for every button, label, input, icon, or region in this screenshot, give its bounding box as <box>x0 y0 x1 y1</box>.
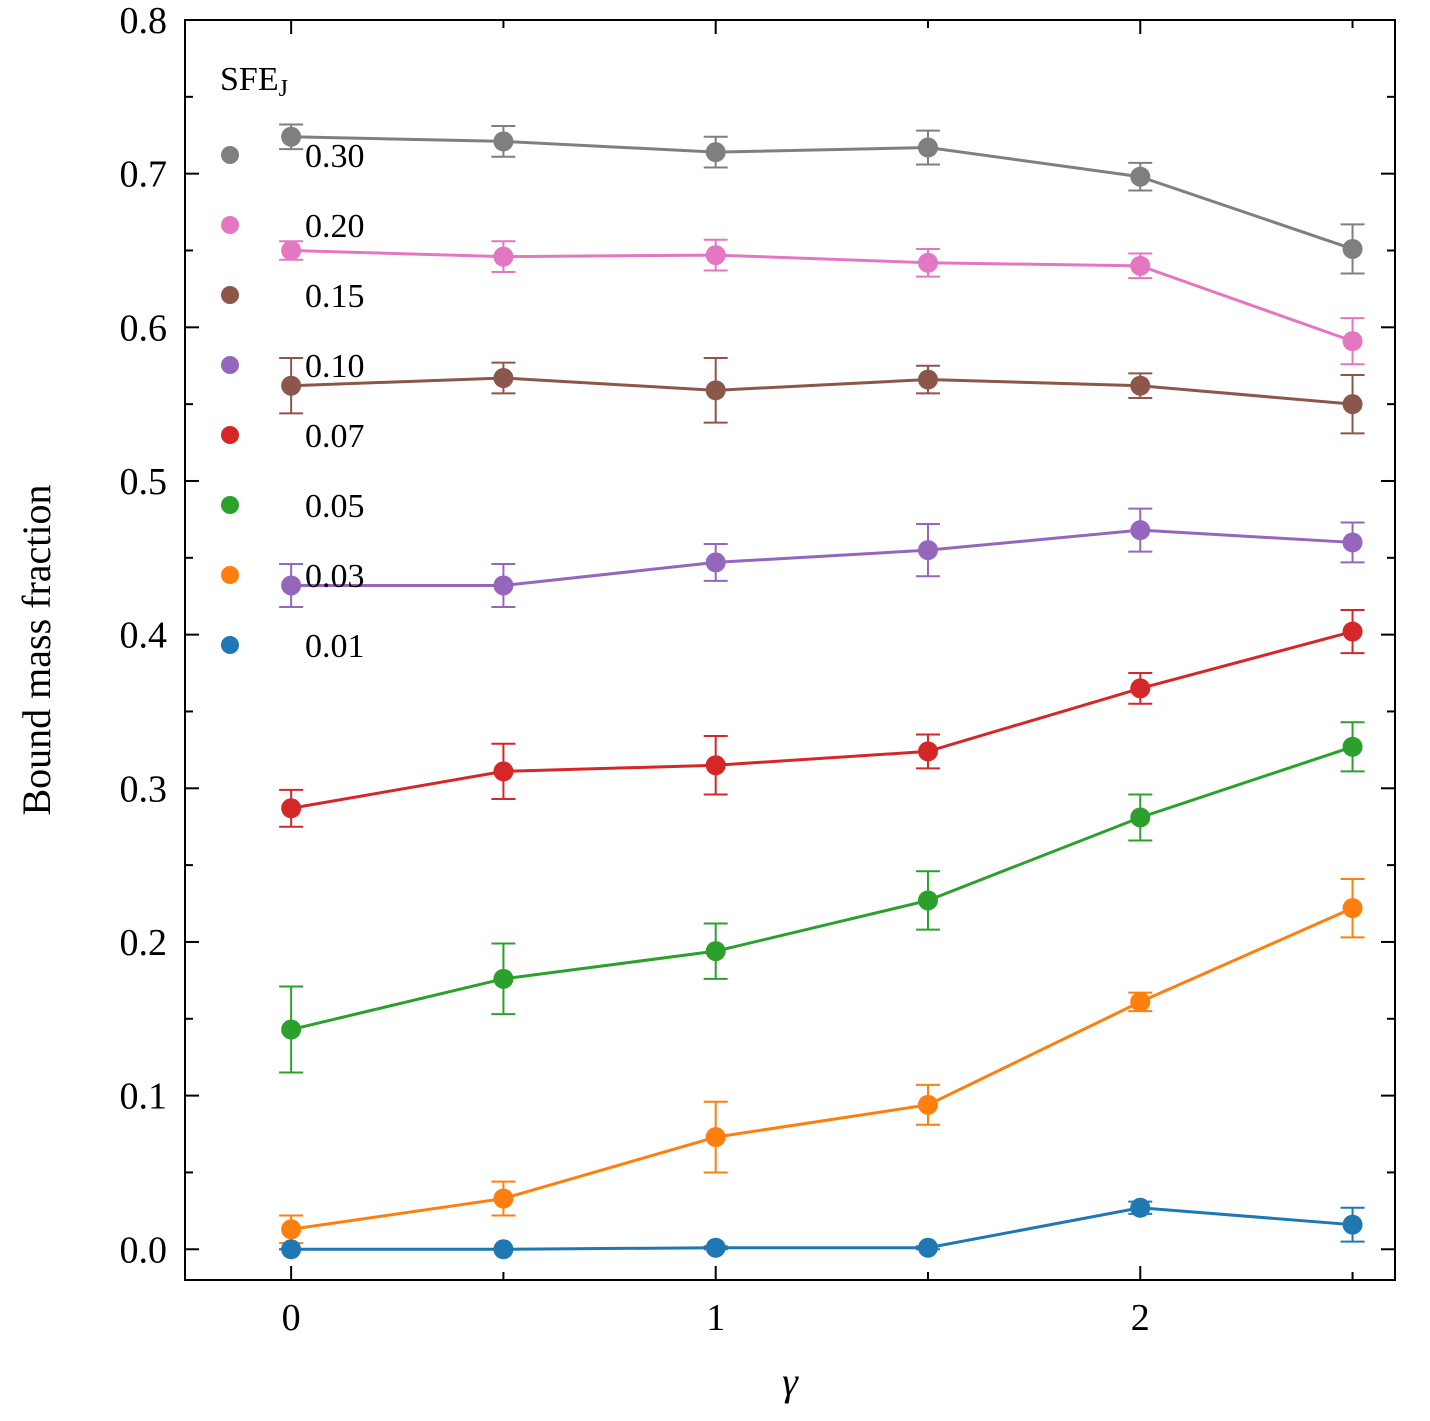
y-axis-label: Bound mass fraction <box>14 484 59 815</box>
data-point <box>1343 1215 1363 1235</box>
data-point <box>1343 737 1363 757</box>
legend-marker <box>221 216 239 234</box>
data-point <box>918 741 938 761</box>
data-point <box>706 142 726 162</box>
legend-item-label: 0.30 <box>305 138 365 175</box>
data-point <box>706 755 726 775</box>
data-point <box>493 1239 513 1259</box>
data-point <box>1343 532 1363 552</box>
data-point <box>493 247 513 267</box>
data-point <box>1130 1198 1150 1218</box>
data-point <box>281 240 301 260</box>
data-point <box>1130 167 1150 187</box>
xtick-label: 0 <box>282 1297 301 1339</box>
ytick-label: 0.1 <box>120 1076 168 1118</box>
data-point <box>706 941 726 961</box>
legend-item-label: 0.10 <box>305 348 365 385</box>
data-point <box>706 245 726 265</box>
data-point <box>918 138 938 158</box>
data-point <box>706 380 726 400</box>
x-axis-label: γ <box>782 1359 799 1404</box>
data-point <box>281 1020 301 1040</box>
legend-item-label: 0.15 <box>305 278 365 315</box>
data-point <box>281 798 301 818</box>
data-point <box>1343 331 1363 351</box>
data-point <box>281 1219 301 1239</box>
ytick-label: 0.5 <box>120 461 168 503</box>
ytick-label: 0.4 <box>120 615 168 657</box>
data-point <box>1343 394 1363 414</box>
data-point <box>918 890 938 910</box>
data-point <box>1343 622 1363 642</box>
data-point <box>281 127 301 147</box>
data-point <box>493 575 513 595</box>
legend-marker <box>221 356 239 374</box>
data-point <box>493 969 513 989</box>
data-point <box>493 1189 513 1209</box>
legend-item-label: 0.05 <box>305 488 365 525</box>
ytick-label: 0.7 <box>120 154 168 196</box>
xtick-label: 1 <box>706 1297 725 1339</box>
data-point <box>706 1238 726 1258</box>
data-point <box>1130 520 1150 540</box>
data-point <box>281 1239 301 1259</box>
data-point <box>493 761 513 781</box>
ytick-label: 0.3 <box>120 768 168 810</box>
data-point <box>1130 678 1150 698</box>
ytick-label: 0.2 <box>120 922 168 964</box>
data-point <box>918 1238 938 1258</box>
xtick-label: 2 <box>1131 1297 1150 1339</box>
legend-marker <box>221 146 239 164</box>
legend-marker <box>221 426 239 444</box>
legend-marker <box>221 286 239 304</box>
data-point <box>1130 807 1150 827</box>
ytick-label: 0.0 <box>120 1229 168 1271</box>
data-point <box>493 131 513 151</box>
legend-item-label: 0.03 <box>305 558 365 595</box>
legend-marker <box>221 566 239 584</box>
data-point <box>1130 376 1150 396</box>
legend-title: SFEJ <box>220 61 288 102</box>
data-point <box>1343 239 1363 259</box>
data-point <box>281 575 301 595</box>
data-point <box>918 370 938 390</box>
legend-marker <box>221 636 239 654</box>
data-point <box>918 540 938 560</box>
legend-marker <box>221 496 239 514</box>
ytick-label: 0.6 <box>120 307 168 349</box>
legend-item-label: 0.01 <box>305 628 365 665</box>
data-point <box>706 552 726 572</box>
data-point <box>918 1095 938 1115</box>
data-point <box>281 376 301 396</box>
chart-background <box>0 0 1430 1421</box>
ytick-label: 0.8 <box>120 0 168 42</box>
data-point <box>706 1127 726 1147</box>
chart-container: 0 1 2 0.0 0.1 0.2 0.3 0.4 0.5 0.6 0.7 0.8 γ Bound mas… <box>0 0 1430 1421</box>
legend-item-label: 0.07 <box>305 418 365 455</box>
data-point <box>1130 256 1150 276</box>
data-point <box>918 253 938 273</box>
data-point <box>1130 992 1150 1012</box>
legend-item-label: 0.20 <box>305 208 365 245</box>
data-point <box>1343 898 1363 918</box>
data-point <box>493 368 513 388</box>
bound-mass-fraction-chart: 0 1 2 0.0 0.1 0.2 0.3 0.4 0.5 0.6 0.7 0.8 γ Bound mas… <box>0 0 1430 1421</box>
